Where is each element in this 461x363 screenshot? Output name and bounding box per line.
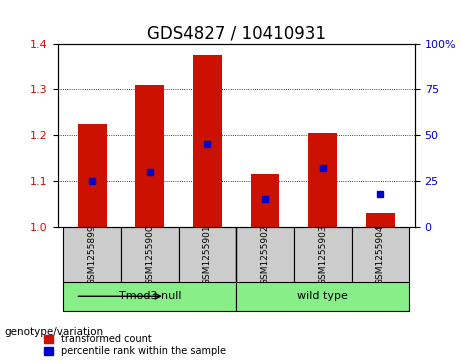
Text: GSM1255903: GSM1255903 <box>318 224 327 285</box>
Text: GSM1255901: GSM1255901 <box>203 224 212 285</box>
Bar <box>193 55 222 227</box>
FancyBboxPatch shape <box>351 227 409 282</box>
Title: GDS4827 / 10410931: GDS4827 / 10410931 <box>147 24 326 42</box>
Bar <box>136 85 164 227</box>
FancyBboxPatch shape <box>294 227 351 282</box>
Text: GSM1255899: GSM1255899 <box>88 224 97 285</box>
Legend: transformed count, percentile rank within the sample: transformed count, percentile rank withi… <box>42 332 228 358</box>
Text: genotype/variation: genotype/variation <box>5 327 104 337</box>
Text: Tmod3 null: Tmod3 null <box>118 291 181 301</box>
FancyBboxPatch shape <box>236 227 294 282</box>
Bar <box>308 133 337 227</box>
FancyBboxPatch shape <box>121 227 179 282</box>
Text: GSM1255902: GSM1255902 <box>260 224 270 285</box>
Text: wild type: wild type <box>297 291 348 301</box>
FancyBboxPatch shape <box>64 282 236 311</box>
FancyBboxPatch shape <box>179 227 236 282</box>
Bar <box>366 213 395 227</box>
FancyBboxPatch shape <box>64 227 121 282</box>
Bar <box>251 174 279 227</box>
Text: GSM1255900: GSM1255900 <box>145 224 154 285</box>
Text: GSM1255904: GSM1255904 <box>376 224 385 285</box>
FancyBboxPatch shape <box>236 282 409 311</box>
Bar <box>78 124 106 227</box>
